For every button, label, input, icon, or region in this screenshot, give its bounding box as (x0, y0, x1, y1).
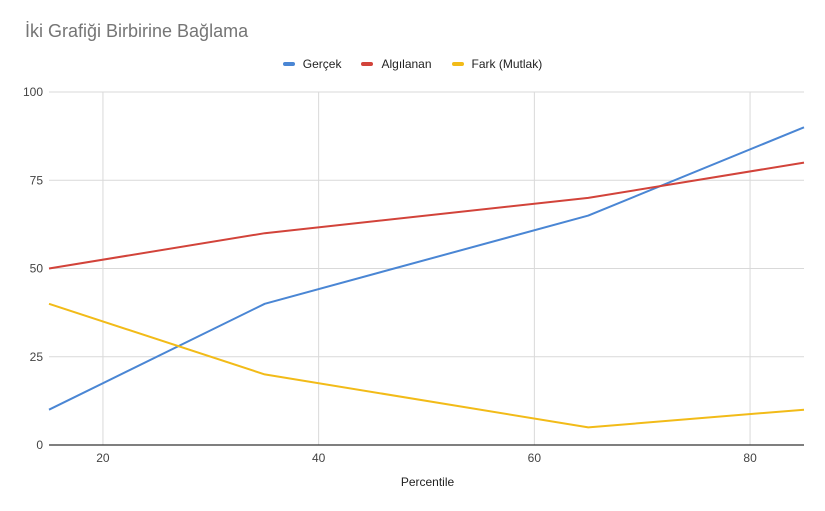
series-line-0[interactable] (48, 126, 805, 411)
y-tick-label: 100 (23, 85, 43, 99)
legend-label: Fark (Mutlak) (471, 57, 543, 71)
x-axis-label: Percentile (400, 475, 455, 489)
y-tick-label: 75 (30, 173, 44, 187)
legend-item-fark[interactable]: Fark (Mutlak) (451, 57, 543, 71)
legend-swatch-icon (361, 62, 374, 66)
y-tick-label: 25 (30, 350, 44, 364)
chart-title: İki Grafiği Birbirine Bağlama (25, 21, 249, 41)
series-line-2[interactable] (48, 302, 805, 429)
series-line-1[interactable] (48, 161, 805, 270)
y-tick-label: 0 (36, 438, 43, 452)
legend-label: Gerçek (302, 57, 342, 71)
x-tick-label: 40 (312, 451, 326, 465)
x-tick-label: 60 (528, 451, 542, 465)
legend: Gerçek Algılanan Fark (Mutlak) (0, 57, 825, 71)
x-tick-label: 20 (96, 451, 110, 465)
legend-item-gercek[interactable]: Gerçek (282, 57, 342, 71)
legend-swatch-icon (282, 62, 295, 66)
legend-swatch-icon (451, 62, 464, 66)
x-tick-label: 80 (743, 451, 757, 465)
legend-label: Algılanan (381, 57, 432, 71)
legend-item-algilanan[interactable]: Algılanan (361, 57, 432, 71)
y-tick-label: 50 (30, 262, 44, 276)
